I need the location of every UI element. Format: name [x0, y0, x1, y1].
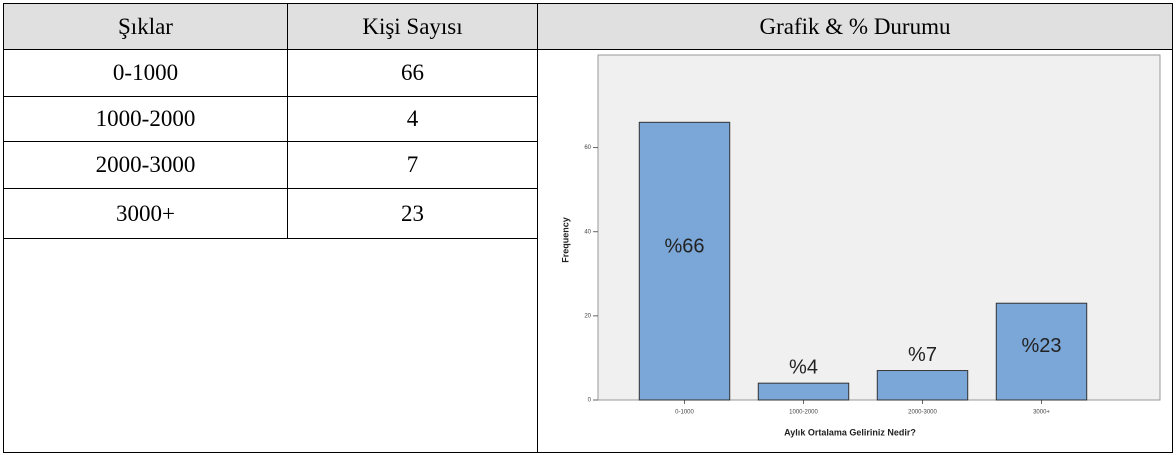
data-label: %7 — [908, 344, 937, 366]
header-cell: Grafik & % Durumu — [537, 3, 1173, 50]
y-tick-label: 0 — [588, 398, 592, 404]
x-axis-label: Aylık Ortalama Geliriniz Nedir? — [784, 427, 916, 437]
data-label: %66 — [664, 236, 704, 258]
y-tick-label: 20 — [584, 313, 591, 319]
x-tick-label: 2000-3000 — [908, 410, 937, 416]
table-cell: 2000-3000 — [3, 141, 288, 189]
y-axis-label: Frequency — [560, 217, 570, 263]
bar — [757, 382, 850, 401]
y-tick-label: 40 — [584, 229, 591, 235]
chart-cell — [537, 49, 1173, 453]
bar — [995, 302, 1088, 401]
bar — [876, 370, 969, 401]
x-tick-label: 0-1000 — [675, 410, 694, 416]
bar — [638, 121, 731, 401]
x-tick-label: 1000-2000 — [789, 410, 818, 416]
data-label: %23 — [1021, 335, 1061, 357]
y-tick-label: 60 — [584, 145, 591, 151]
header-cell: Şıklar — [3, 3, 288, 50]
data-label: %4 — [789, 356, 818, 378]
x-tick-label: 3000+ — [1033, 410, 1050, 416]
